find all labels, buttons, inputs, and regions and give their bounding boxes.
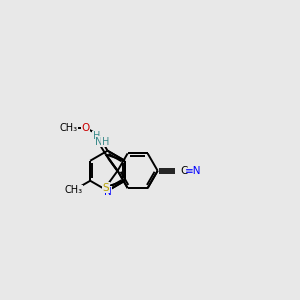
Text: H: H: [92, 131, 100, 142]
Text: O: O: [81, 122, 90, 133]
Text: CH₃: CH₃: [65, 185, 83, 195]
Text: C: C: [181, 166, 188, 176]
Text: S: S: [103, 183, 109, 193]
Text: CH₃: CH₃: [59, 122, 77, 133]
Text: ≡N: ≡N: [185, 166, 201, 176]
Text: H: H: [102, 137, 109, 147]
Text: N: N: [95, 137, 103, 147]
Text: N: N: [104, 187, 111, 196]
